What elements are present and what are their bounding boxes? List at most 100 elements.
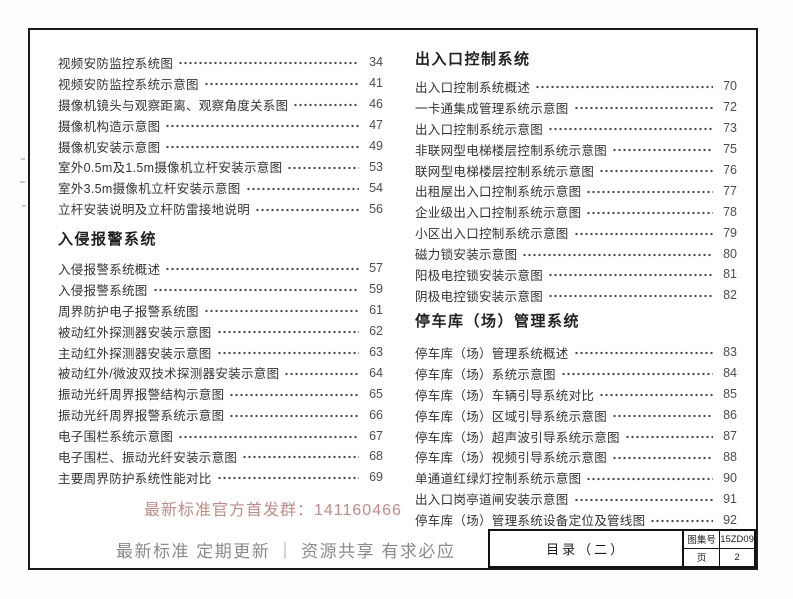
watermark-qq-group: 最新标准官方首发群：141160466 [144, 502, 402, 519]
toc-entry-page: 46 [369, 97, 383, 112]
scan-artifact [21, 158, 25, 160]
toc-entry-page: 41 [369, 76, 383, 91]
toc-leader-dots [600, 393, 713, 398]
toc-list-access-control: 出入口控制系统概述 70 一卡通集成管理系统示意图 72 出入口控制系统示意图 [415, 76, 737, 306]
toc-entry-page: 53 [369, 159, 383, 174]
toc-entry-label: 立杆安装说明及立杆防雷接地说明 [58, 203, 251, 218]
toc-entry-page: 64 [369, 365, 383, 380]
toc-entry-label: 振动光纤周界报警结构示意图 [58, 388, 225, 403]
toc-entry: 联网型电梯楼层控制系统示意图 76 [415, 160, 737, 181]
toc-entry-page: 78 [723, 204, 737, 219]
toc-entry-label: 小区出入口控制系统示意图 [415, 227, 569, 242]
toc-entry: 摄像机镜头与观察距离、观察角度关系图 46 [58, 94, 383, 115]
toc-entry-page: 76 [723, 163, 737, 177]
toc-entry: 出入口控制系统示意图 73 [415, 118, 737, 139]
toc-entry: 视频安防监控系统图 34 [58, 52, 383, 73]
toc-entry-label: 磁力锁安装示意图 [415, 248, 518, 263]
toc-entry-label: 被动红外/微波双技术探测器安装示意图 [58, 367, 280, 382]
toc-entry: 电子围栏系统示意图 67 [58, 425, 383, 446]
toc-entry-page: 72 [723, 100, 737, 115]
section-title-access-control: 出入口控制系统 [415, 51, 531, 68]
toc-entry: 磁力锁安装示意图 80 [415, 243, 737, 264]
toc-leader-dots [523, 252, 713, 257]
toc-entry-label: 主动红外探测器安装示意图 [58, 346, 212, 361]
toc-entry-page: 66 [369, 407, 383, 422]
toc-entry-label: 一卡通集成管理系统示意图 [415, 101, 569, 116]
toc-leader-dots [294, 103, 359, 108]
toc-entry-label: 出入口控制系统概述 [415, 80, 531, 95]
page-number-label: 页 [684, 548, 721, 566]
toc-entry-label: 停车库（场）管理系统概述 [415, 346, 569, 361]
toc-entry: 一卡通集成管理系统示意图 72 [415, 97, 737, 118]
toc-list-video-surveillance: 视频安防监控系统图 34 视频安防监控系统示意图 41 摄像机镜头与观察距离、观… [58, 52, 383, 219]
toc-leader-dots [217, 476, 359, 481]
toc-entry-page: 34 [369, 55, 383, 70]
section-title-intrusion-alarm: 入侵报警系统 [58, 231, 158, 248]
toc-entry: 阴极电控锁安装示意图 82 [415, 285, 737, 306]
toc-entry: 电子围栏、振动光纤安装示意图 68 [58, 446, 383, 467]
toc-leader-dots [613, 455, 713, 460]
toc-entry-page: 83 [723, 345, 737, 360]
toc-entry-page: 87 [723, 429, 737, 443]
toc-entry: 出租屋出入口控制系统示意图 77 [415, 180, 737, 201]
toc-entry-label: 摄像机安装示意图 [58, 140, 161, 155]
toc-entry: 停车库（场）超声波引导系统示意图 87 [415, 426, 737, 447]
toc-leader-dots [166, 145, 359, 149]
toc-entry-label: 电子围栏、振动光纤安装示意图 [58, 450, 238, 465]
toc-entry-page: 86 [723, 408, 737, 423]
toc-entry: 主要周界防护系统性能对比 69 [58, 467, 383, 488]
toc-leader-dots [574, 231, 713, 236]
toc-entry-label: 阴极电控锁安装示意图 [415, 289, 544, 304]
toc-entry-page: 77 [723, 183, 737, 198]
toc-leader-dots [230, 392, 359, 397]
toc-entry-page: 84 [723, 366, 737, 381]
toc-entry-label: 出入口控制系统示意图 [415, 122, 544, 137]
toc-entry: 立杆安装说明及立杆防雷接地说明 56 [58, 198, 383, 219]
toc-entry-label: 视频安防监控系统图 [58, 56, 174, 71]
toc-leader-dots [166, 267, 359, 272]
toc-leader-dots [536, 85, 713, 90]
toc-entry-label: 联网型电梯楼层控制系统示意图 [415, 164, 595, 179]
toc-leader-dots [587, 189, 713, 194]
toc-entry-label: 出入口岗亭道闸安装示意图 [415, 493, 569, 508]
toc-entry-label: 停车库（场）区域引导系统示意图 [415, 409, 608, 424]
toc-entry: 企业级出入口控制系统示意图 78 [415, 201, 737, 222]
toc-entry: 周界防护电子报警系统图 61 [58, 300, 383, 321]
toc-leader-dots [549, 273, 713, 278]
toc-leader-dots [217, 330, 359, 335]
toc-entry-page: 70 [723, 79, 737, 94]
toc-entry: 被动红外/微波双技术探测器安装示意图 64 [58, 362, 383, 383]
toc-entry-label: 企业级出入口控制系统示意图 [415, 206, 582, 221]
toc-entry-label: 周界防护电子报警系统图 [58, 304, 199, 319]
toc-leader-dots [204, 82, 359, 87]
toc-leader-dots [230, 413, 359, 418]
toc-entry-label: 停车库（场）超声波引导系统示意图 [415, 430, 620, 445]
toc-leader-dots [600, 169, 713, 173]
toc-entry: 主动红外探测器安装示意图 63 [58, 342, 383, 363]
watermark-slogan: 最新标准 定期更新 ｜ 资源共享 有求必应 [116, 542, 456, 561]
toc-leader-dots [561, 372, 713, 377]
toc-entry-page: 57 [369, 261, 383, 276]
toc-entry: 小区出入口控制系统示意图 79 [415, 222, 737, 243]
toc-entry: 阳极电控锁安装示意图 81 [415, 264, 737, 285]
toc-leader-dots [587, 210, 713, 215]
toc-entry-label: 停车库（场）车辆引导系统对比 [415, 388, 595, 403]
toc-list-parking-management: 停车库（场）管理系统概述 83 停车库（场）系统示意图 84 停车库（场）车辆引… [415, 342, 737, 530]
toc-list-intrusion-alarm: 入侵报警系统概述 57 入侵报警系统图 59 周界防护电子报警系统图 61 [58, 258, 383, 488]
toc-leader-dots [613, 414, 713, 419]
toc-entry-label: 室外0.5m及1.5m摄像机立杆安装示意图 [58, 161, 283, 176]
toc-entry-page: 82 [723, 288, 737, 303]
toc-leader-dots [651, 518, 713, 523]
toc-leader-dots [613, 148, 713, 153]
toc-leader-dots [243, 455, 359, 460]
toc-entry: 摄像机构造示意图 47 [58, 115, 383, 136]
toc-entry: 振动光纤周界报警结构示意图 65 [58, 383, 383, 404]
toc-entry: 视频安防监控系统示意图 41 [58, 73, 383, 94]
toc-entry-label: 阳极电控锁安装示意图 [415, 268, 544, 283]
toc-entry: 出入口岗亭道闸安装示意图 91 [415, 488, 737, 509]
title-block-info-grid: 图集号 15ZD09 页 2 [684, 531, 754, 566]
toc-entry-page: 81 [723, 267, 737, 282]
toc-leader-dots [179, 61, 359, 66]
atlas-number-value: 15ZD09 [720, 531, 754, 549]
toc-leader-dots [246, 186, 359, 191]
